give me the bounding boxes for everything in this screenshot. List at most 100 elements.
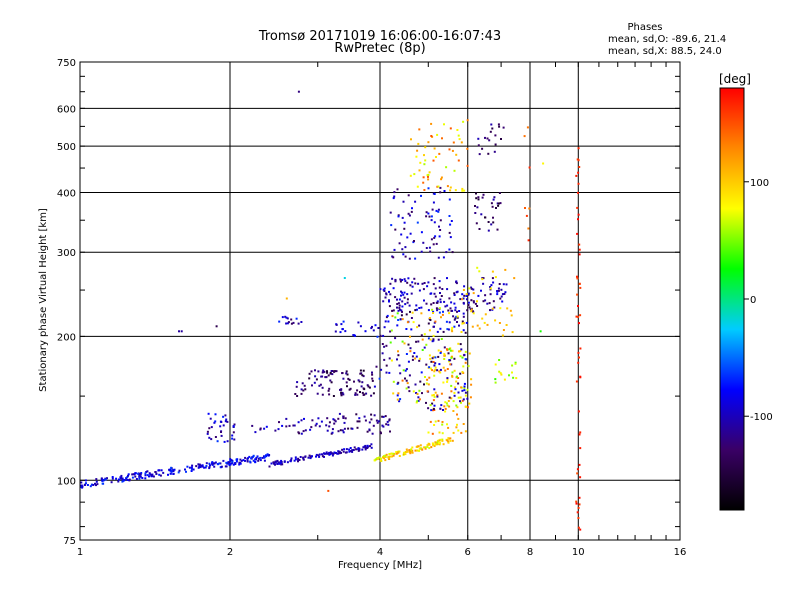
echo-point	[343, 421, 346, 424]
echo-point	[419, 447, 422, 450]
echo-point	[400, 314, 403, 317]
echo-point	[365, 392, 368, 395]
echo-point	[446, 348, 448, 351]
echo-point	[384, 320, 387, 323]
echo-point	[578, 243, 581, 246]
echo-point	[120, 477, 122, 480]
echo-point	[274, 429, 277, 432]
echo-point	[327, 489, 330, 492]
echo-point	[423, 333, 426, 336]
echo-point	[444, 410, 447, 413]
echo-point	[435, 209, 438, 212]
echo-point	[115, 477, 118, 480]
echo-point	[319, 383, 322, 386]
echo-point	[362, 394, 365, 396]
echo-point	[356, 389, 359, 392]
echo-point	[397, 350, 399, 353]
echo-point	[343, 277, 346, 279]
echo-point	[385, 316, 388, 319]
echo-point	[465, 295, 468, 297]
echo-point	[415, 401, 418, 404]
echo-point	[452, 141, 455, 144]
echo-point	[342, 417, 345, 419]
echo-point	[486, 302, 489, 305]
echo-point	[415, 355, 418, 358]
echo-point	[411, 446, 414, 449]
echo-point	[414, 282, 417, 285]
colorbar-gradient	[719, 87, 745, 511]
echo-point	[451, 251, 454, 254]
echo-point	[428, 171, 431, 174]
echo-point	[443, 123, 445, 126]
echo-point	[409, 350, 412, 353]
echo-point	[437, 349, 440, 352]
echo-point	[110, 481, 113, 484]
echo-point	[396, 306, 398, 309]
echo-point	[296, 395, 299, 397]
echo-point	[577, 191, 579, 194]
echo-point	[390, 224, 393, 227]
echo-point	[455, 280, 458, 283]
echo-point	[576, 511, 579, 514]
echo-point	[302, 430, 305, 433]
echo-point	[410, 292, 413, 295]
echo-point	[403, 227, 406, 230]
echo-point	[578, 166, 581, 168]
echo-point	[579, 347, 582, 350]
echo-point	[510, 314, 513, 317]
echo-point	[325, 452, 327, 455]
echo-point	[406, 298, 409, 301]
echo-point	[446, 288, 449, 291]
echo-point	[296, 381, 299, 384]
echo-point	[441, 438, 444, 441]
echo-point	[343, 427, 346, 430]
echo-point	[453, 357, 456, 360]
echo-point	[498, 322, 501, 324]
echo-point	[428, 376, 431, 379]
echo-point	[297, 322, 300, 325]
echo-point	[363, 388, 366, 391]
echo-point	[399, 280, 402, 283]
echo-point	[421, 392, 423, 395]
echo-point	[259, 427, 262, 430]
echo-point	[461, 356, 464, 359]
echo-point	[214, 420, 217, 423]
echo-point	[436, 394, 439, 397]
echo-point	[379, 334, 382, 337]
echo-point	[428, 317, 431, 319]
echo-point	[285, 322, 288, 325]
echo-point	[431, 394, 434, 397]
echo-point	[447, 441, 450, 444]
echo-point	[446, 380, 449, 383]
echo-point	[405, 313, 408, 316]
echo-point	[131, 473, 134, 476]
echo-point	[441, 313, 444, 316]
echo-point	[493, 306, 496, 309]
echo-point	[472, 288, 475, 291]
echo-point	[430, 238, 433, 241]
echo-point	[224, 414, 227, 417]
echo-point	[424, 376, 426, 378]
echo-point	[274, 461, 277, 464]
echo-point	[118, 478, 120, 481]
echo-point	[225, 418, 228, 421]
echo-point	[458, 310, 461, 312]
echo-point	[428, 443, 431, 446]
echo-point	[432, 159, 435, 162]
echo-point	[514, 361, 517, 364]
echo-point	[341, 372, 344, 375]
echo-point	[172, 473, 175, 475]
echo-point	[491, 308, 494, 311]
echo-point	[372, 424, 375, 427]
echo-point	[408, 214, 411, 217]
echo-point	[434, 366, 437, 369]
echo-point	[326, 417, 329, 420]
echo-point	[406, 281, 409, 284]
echo-point	[402, 293, 405, 296]
echo-point	[446, 328, 449, 331]
echo-point	[457, 159, 460, 162]
echo-point	[472, 300, 475, 303]
echo-point	[392, 392, 395, 395]
echo-point	[85, 482, 87, 485]
echo-point	[159, 474, 162, 477]
